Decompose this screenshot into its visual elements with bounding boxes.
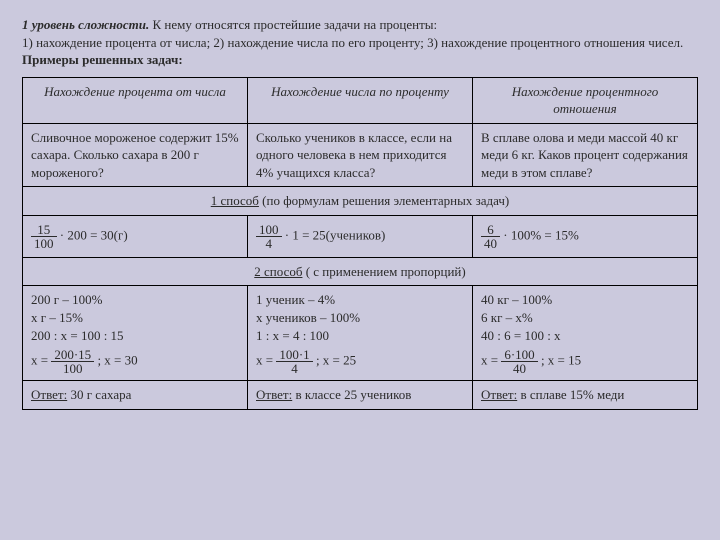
method2-row: 2 способ ( с применением пропорций): [23, 257, 698, 286]
method1-title: 1 способ: [211, 193, 259, 208]
p3-l2: 6 кг – x%: [481, 309, 689, 327]
intro-examples: Примеры решенных задач:: [22, 51, 698, 69]
intro-block: 1 уровень сложности. К нему относятся пр…: [22, 16, 698, 69]
answer-3: Ответ: в сплаве 15% меди: [473, 381, 698, 410]
f3-den: 40: [481, 237, 500, 250]
intro-list: 1) нахождение процента от числа; 2) нахо…: [22, 34, 698, 52]
p1-l3: 200 : x = 100 : 15: [31, 327, 239, 345]
f2-mul: · 1 = 25(учеников): [285, 227, 386, 242]
level-title: 1 уровень сложности.: [22, 17, 149, 32]
p2-l2: x учеников – 100%: [256, 309, 464, 327]
f2-den: 4: [256, 237, 282, 250]
p1-l1: 200 г – 100%: [31, 291, 239, 309]
task-3: В сплаве олова и меди массой 40 кг меди …: [473, 123, 698, 187]
method2-tail: ( с применением пропорций): [302, 264, 465, 279]
p3-l1: 40 кг – 100%: [481, 291, 689, 309]
f1-den: 100: [31, 237, 57, 250]
ans-label-2: Ответ:: [256, 387, 292, 402]
formula-2: 1004 · 1 = 25(учеников): [248, 215, 473, 257]
ans-label-1: Ответ:: [31, 387, 67, 402]
p1-eq-pre: x =: [31, 353, 48, 368]
method1-tail: (по формулам решения элементарных задач): [259, 193, 509, 208]
formula-3: 640 · 100% = 15%: [473, 215, 698, 257]
p3-l3: 40 : 6 = 100 : x: [481, 327, 689, 345]
method1-row: 1 способ (по формулам решения элементарн…: [23, 187, 698, 216]
method2-title: 2 способ: [254, 264, 302, 279]
p3-eq-pre: x =: [481, 353, 498, 368]
level-tail: К нему относятся простейшие задачи на пр…: [149, 17, 437, 32]
f1-mul: · 200 = 30(г): [60, 227, 128, 242]
problem-table: Нахождение процента от числа Нахождение …: [22, 77, 698, 410]
ans-text-3: в сплаве 15% меди: [517, 387, 624, 402]
prop-2: 1 ученик – 4% x учеников – 100% 1 : x = …: [248, 286, 473, 381]
p2-l1: 1 ученик – 4%: [256, 291, 464, 309]
p3-eq-d: 40: [501, 362, 537, 375]
answer-2: Ответ: в классе 25 учеников: [248, 381, 473, 410]
p2-eq-n: 100·1: [276, 348, 312, 362]
p1-eq-post: ; x = 30: [97, 353, 137, 368]
ans-text-1: 30 г сахара: [67, 387, 131, 402]
p2-l3: 1 : x = 4 : 100: [256, 327, 464, 345]
p2-eq-d: 4: [276, 362, 312, 375]
p2-eq-pre: x =: [256, 353, 273, 368]
ans-label-3: Ответ:: [481, 387, 517, 402]
p3-eq-n: 6·100: [501, 348, 537, 362]
task-2: Сколько учеников в классе, если на одног…: [248, 123, 473, 187]
task-1: Сливочное мороженое содержит 15% сахара.…: [23, 123, 248, 187]
p1-eq-n: 200·15: [51, 348, 94, 362]
p1-l2: x г – 15%: [31, 309, 239, 327]
ans-text-2: в классе 25 учеников: [292, 387, 411, 402]
prop-3: 40 кг – 100% 6 кг – x% 40 : 6 = 100 : x …: [473, 286, 698, 381]
col-header-3: Нахождение процентного отношения: [473, 77, 698, 123]
col-header-1: Нахождение процента от числа: [23, 77, 248, 123]
p2-eq-post: ; x = 25: [316, 353, 356, 368]
f3-num: 6: [481, 223, 500, 237]
prop-1: 200 г – 100% x г – 15% 200 : x = 100 : 1…: [23, 286, 248, 381]
f1-num: 15: [31, 223, 57, 237]
p3-eq-post: ; x = 15: [541, 353, 581, 368]
p1-eq-d: 100: [51, 362, 94, 375]
formula-1: 15100 · 200 = 30(г): [23, 215, 248, 257]
f2-num: 100: [256, 223, 282, 237]
answer-1: Ответ: 30 г сахара: [23, 381, 248, 410]
f3-mul: · 100% = 15%: [503, 227, 579, 242]
col-header-2: Нахождение числа по проценту: [248, 77, 473, 123]
